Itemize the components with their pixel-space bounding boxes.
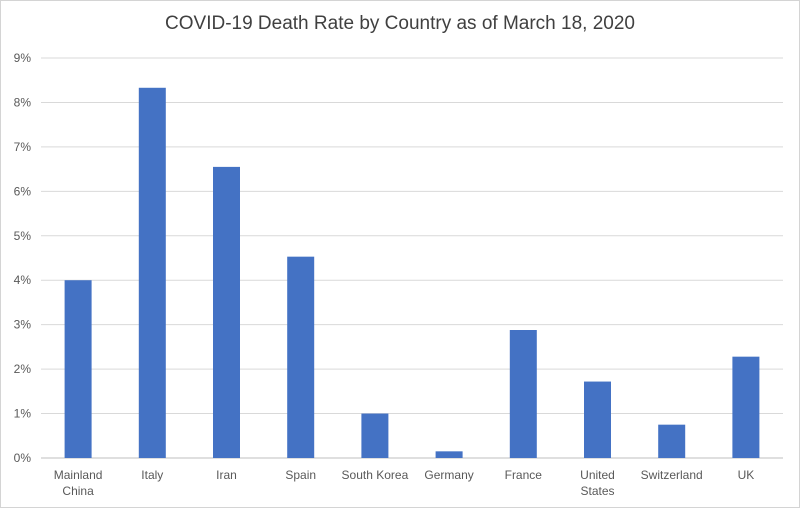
- bar: [584, 381, 611, 458]
- y-tick-label: 2%: [14, 362, 32, 376]
- bar: [287, 256, 315, 458]
- bar: [435, 451, 463, 458]
- x-tick-label: Switzerland: [641, 468, 703, 482]
- bar: [138, 87, 166, 459]
- y-tick-label: 5%: [14, 229, 32, 243]
- bar: [732, 356, 760, 458]
- x-tick-label: United States: [580, 468, 615, 498]
- y-tick-label: 9%: [14, 51, 32, 65]
- chart-title: COVID-19 Death Rate by Country as of Mar…: [165, 13, 635, 34]
- bar: [658, 424, 686, 458]
- x-tick-label: France: [505, 468, 543, 482]
- bar: [213, 166, 240, 458]
- bar: [509, 330, 537, 458]
- y-tick-label: 8%: [14, 95, 32, 109]
- y-tick-label: 0%: [14, 451, 32, 465]
- x-tick-label: Germany: [424, 468, 473, 482]
- bar: [361, 413, 389, 458]
- x-tick-label: Mainland China: [54, 468, 103, 498]
- x-tick-label: Iran: [216, 468, 237, 482]
- x-tick-label: UK: [738, 468, 755, 482]
- bar: [64, 280, 92, 458]
- y-tick-label: 1%: [14, 407, 32, 421]
- x-tick-label: Italy: [141, 468, 163, 482]
- y-tick-label: 3%: [14, 318, 32, 332]
- y-tick-label: 6%: [14, 184, 32, 198]
- y-tick-label: 7%: [14, 140, 32, 154]
- y-tick-label: 4%: [14, 273, 32, 287]
- x-tick-label: South Korea: [342, 468, 409, 482]
- x-tick-label: Spain: [285, 468, 316, 482]
